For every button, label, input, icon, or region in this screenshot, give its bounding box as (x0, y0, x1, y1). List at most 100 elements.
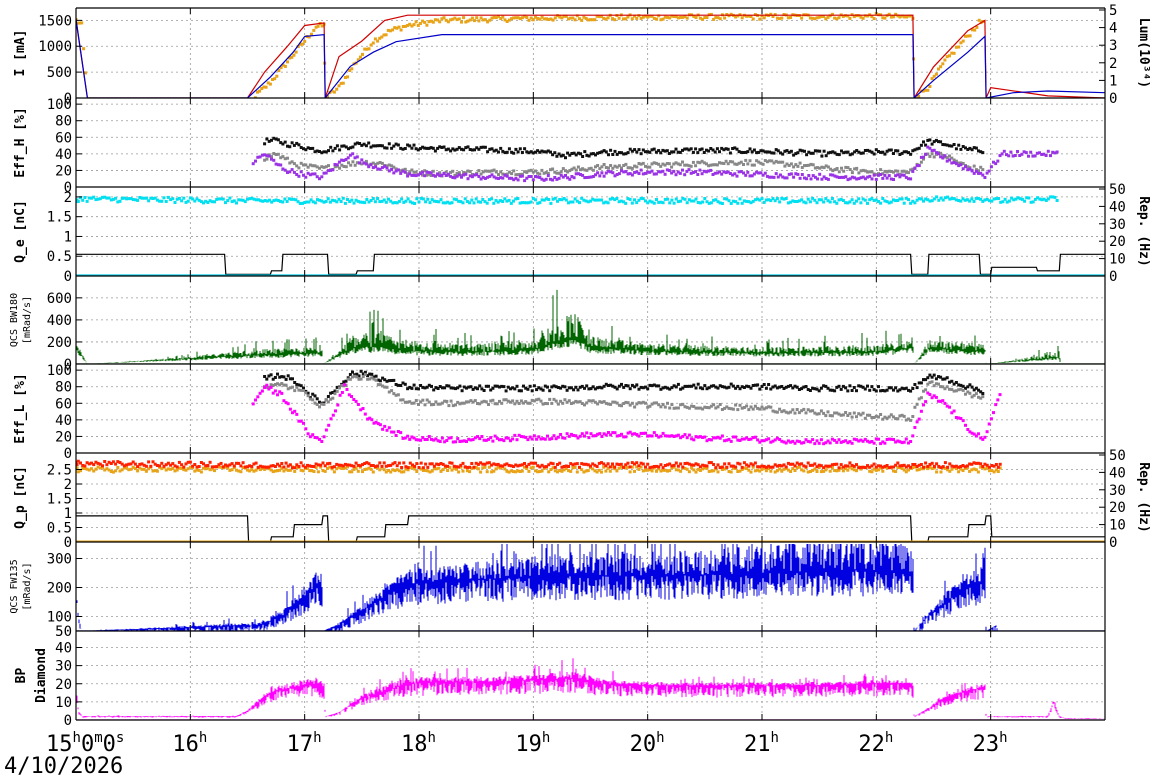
marker (295, 141, 299, 145)
marker (804, 465, 808, 469)
marker (736, 438, 740, 442)
marker (678, 171, 682, 175)
marker (184, 200, 188, 204)
marker (332, 470, 336, 474)
y-tick-label: 0 (64, 269, 72, 285)
marker (230, 200, 234, 204)
marker (417, 387, 420, 391)
marker (507, 198, 511, 202)
marker (363, 370, 367, 374)
marker (1044, 199, 1048, 202)
marker (352, 398, 356, 401)
marker (133, 198, 137, 202)
marker (282, 375, 286, 379)
marker (837, 176, 841, 179)
marker (531, 461, 535, 465)
marker (591, 399, 595, 403)
marker (465, 400, 468, 404)
marker (685, 461, 689, 465)
marker (582, 470, 586, 474)
marker (870, 464, 874, 468)
marker (919, 467, 923, 471)
marker (479, 145, 483, 149)
marker (406, 143, 410, 147)
marker (324, 428, 328, 432)
marker (562, 465, 566, 468)
marker (315, 149, 319, 153)
marker (481, 18, 485, 22)
marker (258, 89, 262, 93)
marker (417, 200, 421, 204)
marker (453, 173, 457, 177)
marker (753, 404, 757, 408)
marker (380, 161, 384, 165)
marker (413, 464, 417, 468)
marker (213, 200, 216, 204)
marker (657, 467, 661, 471)
marker (970, 169, 974, 173)
marker (327, 164, 330, 168)
marker (540, 15, 544, 19)
marker (188, 196, 192, 200)
marker (540, 469, 544, 473)
marker (484, 400, 488, 404)
marker (413, 202, 417, 205)
marker (492, 469, 496, 473)
marker (374, 420, 378, 424)
marker (241, 461, 245, 465)
marker (387, 390, 391, 394)
marker (443, 201, 447, 205)
marker (423, 146, 427, 150)
marker (817, 198, 821, 202)
marker (617, 434, 621, 438)
marker (641, 197, 645, 201)
marker (959, 199, 963, 203)
marker (525, 201, 529, 205)
marker (468, 470, 472, 474)
marker (738, 403, 742, 407)
marker (950, 156, 954, 160)
marker (959, 417, 963, 420)
marker (720, 172, 724, 176)
marker (330, 89, 334, 93)
marker (889, 437, 893, 441)
marker (462, 401, 466, 405)
marker (565, 432, 569, 436)
marker (606, 462, 610, 466)
marker (396, 168, 400, 172)
marker (452, 466, 456, 470)
marker (676, 200, 680, 204)
marker (919, 409, 923, 413)
marker (591, 434, 595, 438)
marker (494, 198, 498, 202)
marker (859, 465, 863, 469)
x-tick-label: 15h0m0s (46, 730, 124, 757)
marker (184, 462, 188, 466)
marker (736, 384, 740, 388)
y-tick-label: 2 (64, 190, 72, 206)
marker (983, 198, 987, 202)
marker (370, 372, 374, 376)
marker (779, 151, 782, 155)
marker (611, 166, 615, 170)
marker (506, 436, 510, 440)
marker (972, 467, 976, 471)
marker (326, 395, 330, 398)
marker (573, 462, 577, 466)
marker (725, 13, 729, 16)
marker (383, 385, 387, 389)
marker (515, 384, 519, 388)
marker (990, 464, 994, 467)
marker (987, 169, 991, 173)
marker (641, 431, 645, 435)
marker (617, 16, 621, 20)
marker (593, 387, 597, 391)
marker (795, 439, 799, 443)
marker (127, 462, 131, 466)
marker (734, 386, 738, 390)
marker (943, 154, 947, 158)
marker (548, 437, 552, 441)
marker (954, 467, 958, 471)
marker (919, 396, 923, 400)
marker (715, 147, 719, 151)
